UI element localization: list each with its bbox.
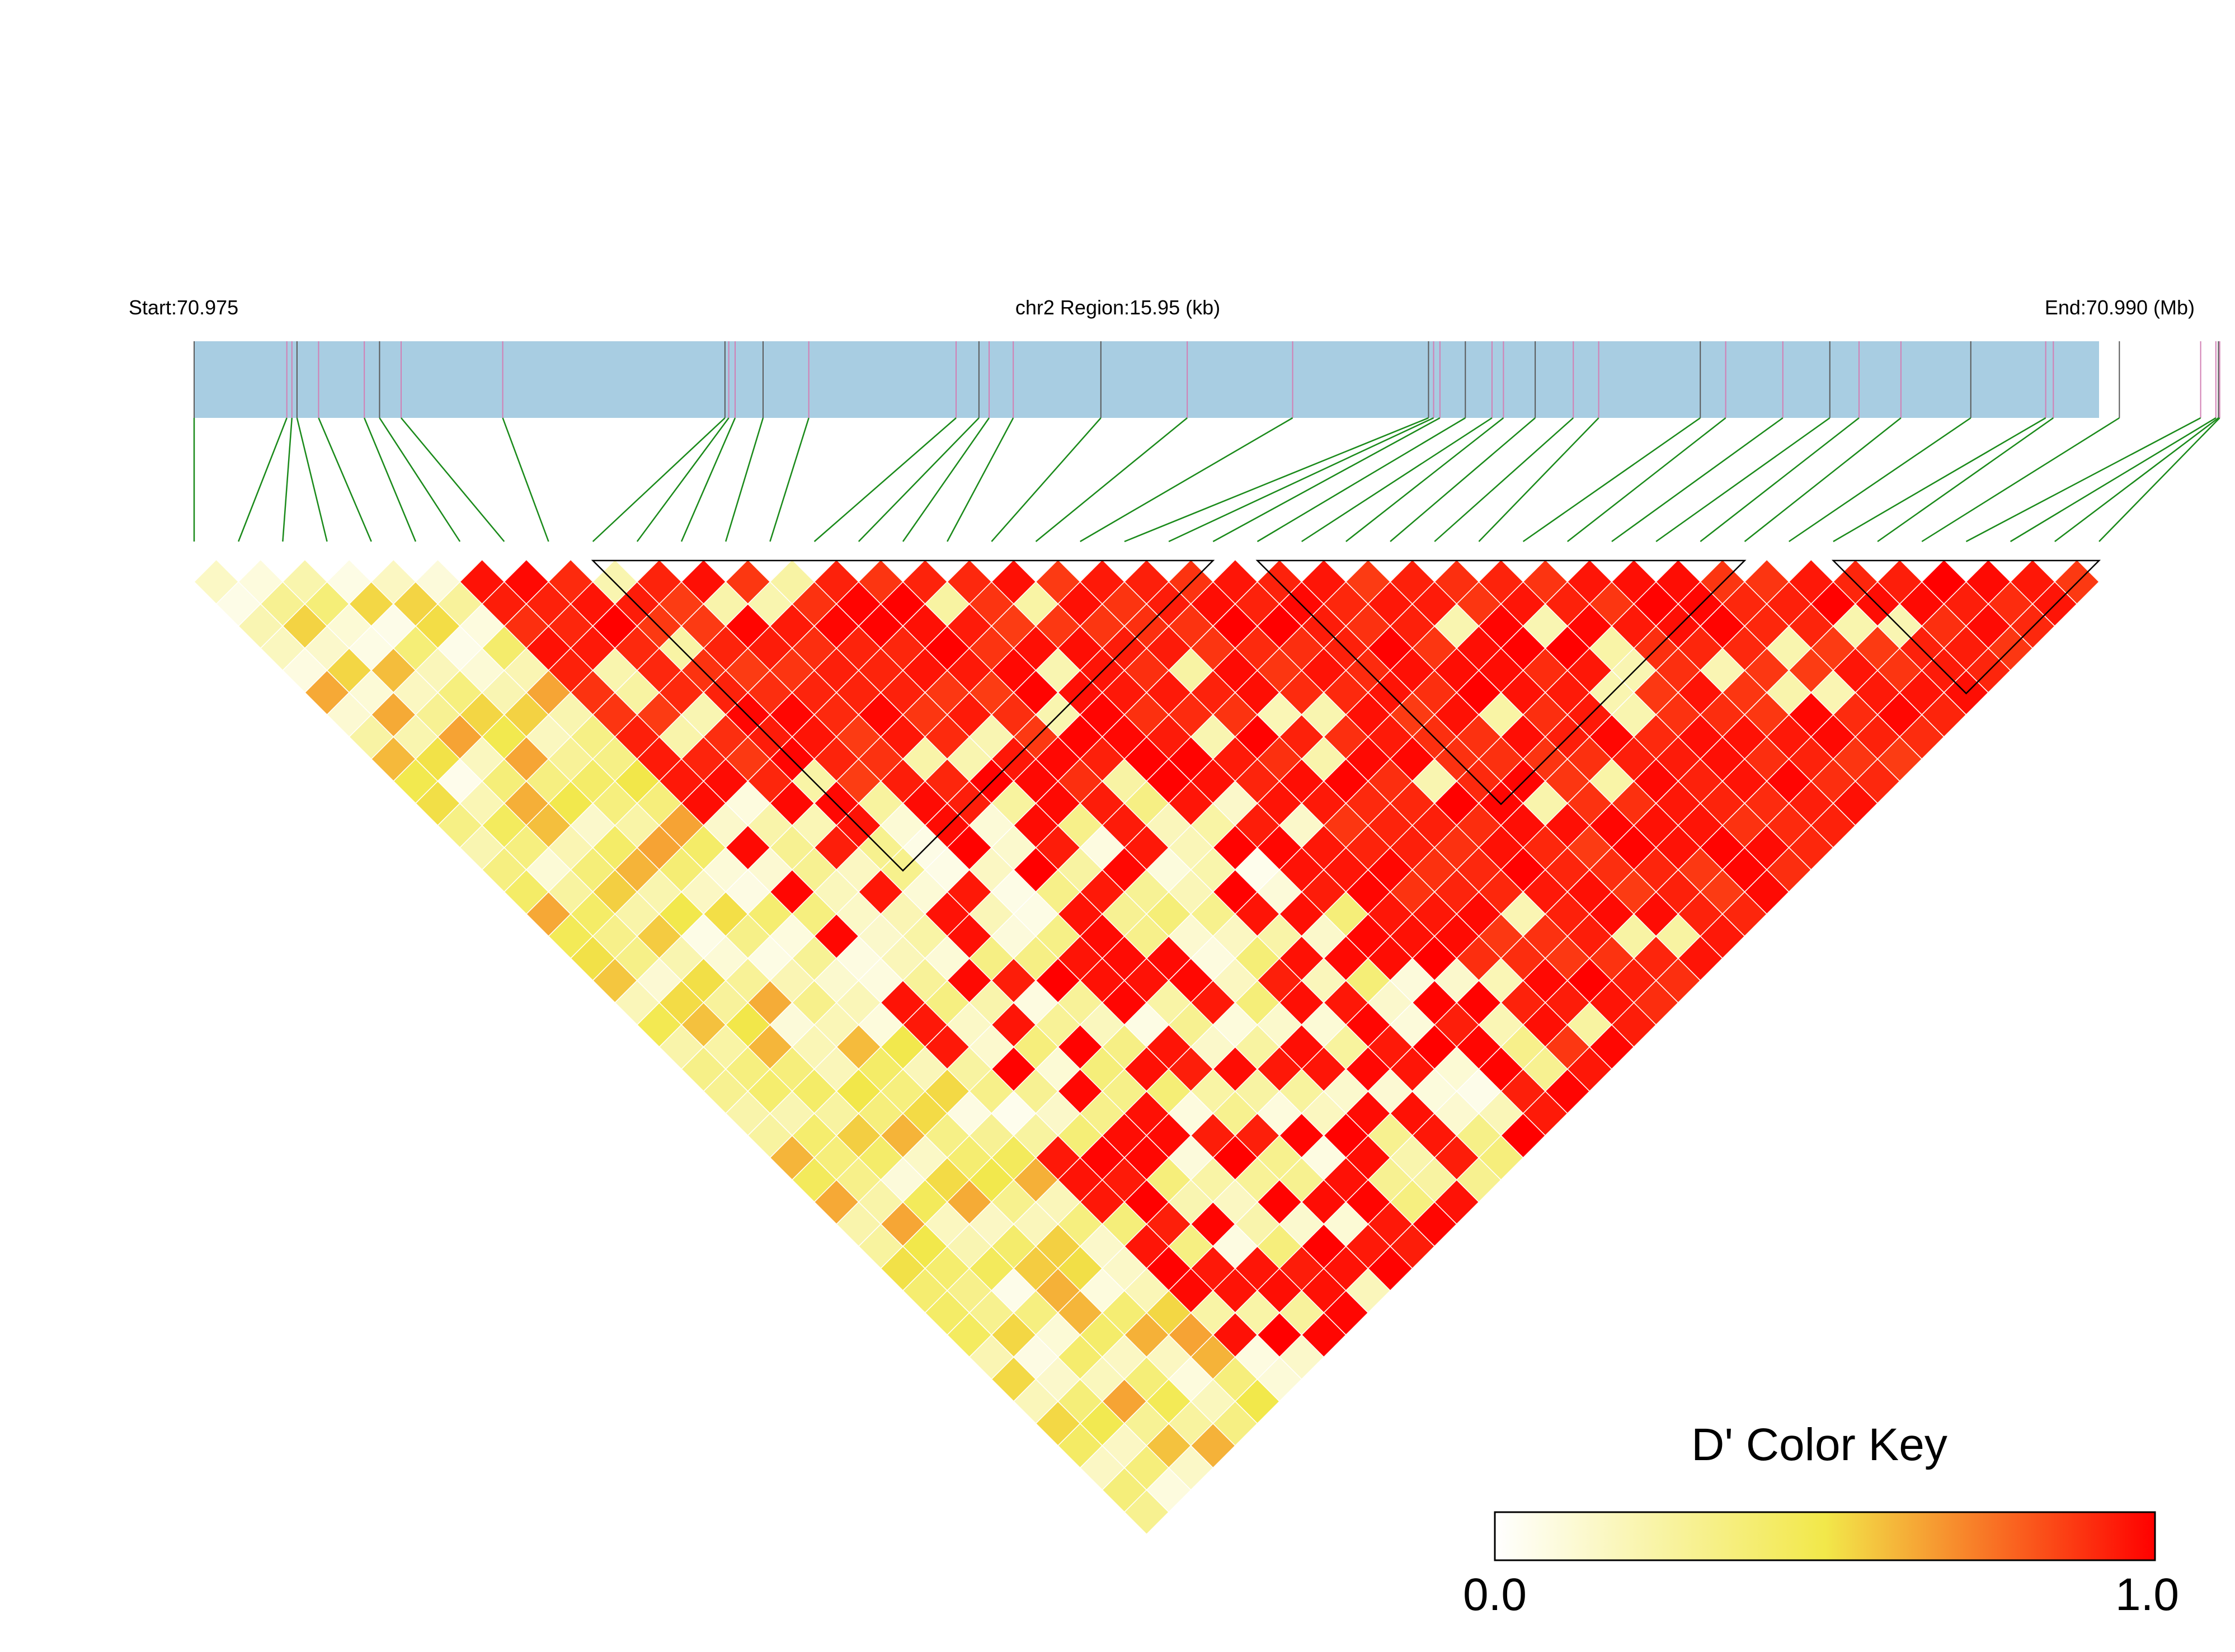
snp-connector: [1124, 417, 1429, 543]
snp-connector: [1655, 417, 1831, 543]
color-key-title: D' Color Key: [1691, 1419, 1947, 1470]
snp-connector: [991, 417, 1102, 542]
snp-connector: [1921, 417, 2120, 543]
snp-connector: [296, 417, 328, 542]
snp-connector: [813, 417, 957, 542]
snp-connector: [1611, 417, 1784, 543]
snp-connector: [947, 417, 1014, 542]
ld-block-outline-group: [591, 559, 2101, 872]
snp-connector: [1168, 417, 1434, 543]
snp-connector: [636, 417, 730, 542]
snp-connector: [1257, 417, 1466, 543]
snp-connector: [1080, 417, 1293, 543]
color-key-min-label: 0.0: [1463, 1569, 1527, 1620]
color-key-max-label: 1.0: [2115, 1569, 2179, 1620]
snp-connector: [1700, 417, 1860, 542]
ld-block-outline: [1831, 559, 2101, 695]
start-label: Start:70.975: [129, 296, 238, 319]
snp-connector: [725, 417, 764, 542]
snp-tick-group: [194, 341, 2220, 418]
snp-connector: [1965, 417, 2201, 543]
snp-connector: [379, 417, 461, 542]
snp-connector: [1434, 417, 1574, 542]
snp-connector-group: [193, 417, 2220, 543]
snp-connector: [1390, 417, 1536, 542]
snp-connector: [1566, 417, 1726, 542]
snp-connector: [769, 417, 810, 542]
snp-connector: [1744, 417, 1902, 542]
snp-connector: [1478, 417, 1599, 542]
snp-connector: [902, 417, 990, 542]
snp-connector: [858, 417, 980, 542]
snp-connector: [401, 417, 505, 542]
end-label: End:70.990 (Mb): [2045, 296, 2195, 319]
snp-connector: [2010, 417, 2217, 543]
snp-connector: [1522, 417, 1701, 543]
snp-connector: [238, 417, 288, 542]
snp-connector: [282, 417, 293, 542]
snp-connector: [502, 417, 549, 542]
snp-connector: [1788, 417, 1971, 543]
region-bar: [194, 341, 2099, 418]
ld-block-outline: [1255, 559, 1747, 806]
region-label: chr2 Region:15.95 (kb): [1015, 296, 1220, 319]
ld-block-outline: [591, 559, 1215, 872]
snp-connector: [2054, 417, 2219, 542]
snp-connector: [1877, 417, 2054, 543]
snp-connector: [2098, 417, 2220, 542]
snp-connector: [592, 417, 726, 542]
snp-connector: [364, 417, 417, 542]
snp-connector: [680, 417, 736, 542]
snp-connector: [1035, 417, 1188, 542]
snp-connector: [1345, 417, 1504, 542]
snp-connector: [1301, 417, 1493, 543]
ld-cell-group: [193, 559, 2100, 1535]
snp-connector: [1833, 417, 2046, 543]
color-key-bar: [1494, 1511, 2156, 1561]
snp-connector: [318, 417, 372, 542]
snp-connector: [1212, 417, 1441, 543]
